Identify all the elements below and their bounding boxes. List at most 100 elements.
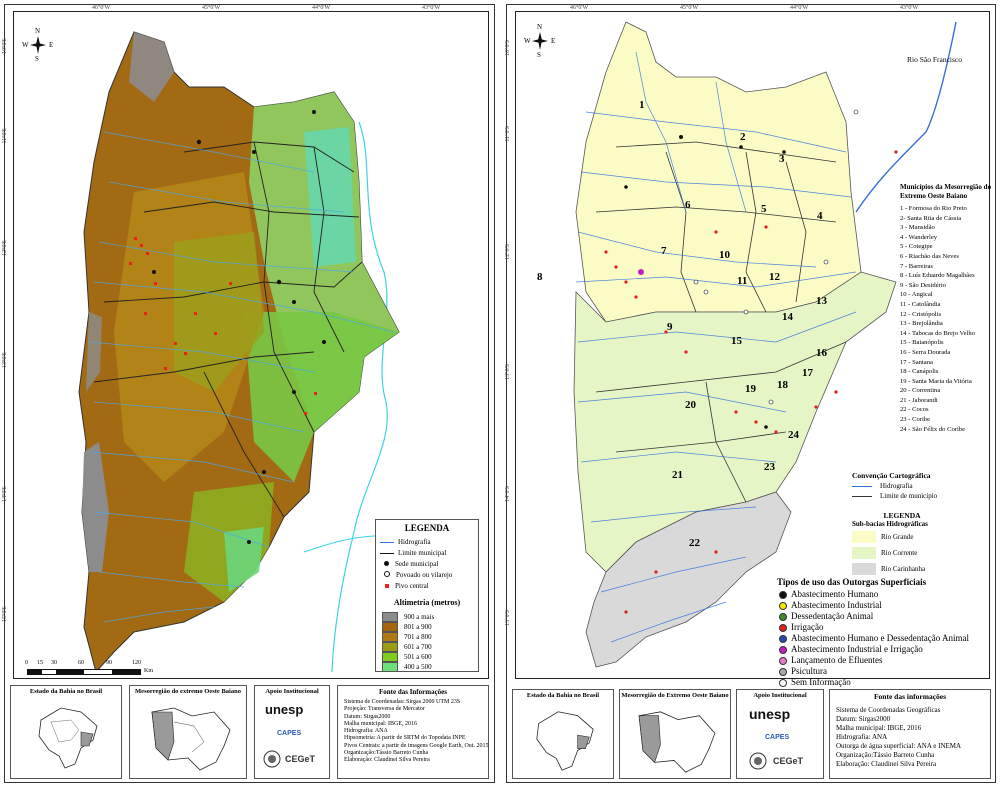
ceget-logo: CEGeT — [285, 754, 316, 764]
municipio-number: 4 — [817, 210, 823, 222]
uso-item: Dessedentação Animal — [791, 611, 874, 621]
municipio-number: 13 — [816, 295, 827, 307]
bahia-map-icon — [638, 711, 716, 773]
compass-icon — [532, 32, 548, 50]
brazil-map-icon — [38, 707, 98, 769]
top-tick: 45°0'W — [680, 5, 699, 11]
municipio-number: 15 — [731, 335, 742, 347]
usos-title: Tipos de uso das Outorgas Superficiais — [777, 577, 927, 587]
side-tick: 14°0'S — [2, 486, 8, 502]
legend-item-pivo: Pivo central — [380, 582, 429, 590]
top-tick: 43°0'W — [900, 5, 919, 11]
uso-marker — [779, 613, 787, 621]
brazil-map-icon — [536, 711, 594, 771]
municipio-number: 10 — [719, 249, 730, 261]
legend-item-hidrografia: Hidrografia — [380, 538, 431, 546]
municipio-number: 11 — [737, 275, 748, 287]
seal-icon — [263, 750, 281, 768]
municipio-number: 2 — [740, 131, 746, 143]
top-tick: 44°0'W — [790, 5, 809, 11]
uso-marker — [779, 657, 787, 665]
municipio-number: 21 — [672, 469, 683, 481]
subbacias-legend: LEGENDA Sub-bacias Hidrográficas — [852, 511, 928, 528]
alt-swatch — [382, 632, 398, 642]
compass-icon — [30, 36, 46, 54]
subbacia-item — [852, 563, 876, 575]
source-lines: Sistema de Coordenadas Geográficas Datum… — [836, 706, 962, 768]
alt-label: 501 a 600 — [404, 653, 432, 661]
municipio-number: 8 — [537, 271, 543, 283]
municipio-number: 3 — [779, 153, 785, 165]
legend-title: LEGENDA — [404, 523, 450, 533]
alt-label: 601 a 700 — [404, 643, 432, 651]
side-tick: 13°0'S — [505, 364, 511, 380]
source-lines: Sistema de Coordenadas: Sirgas 2000 UTM … — [344, 699, 489, 764]
side-tick: 10°0'S — [2, 38, 8, 54]
support-box: Apoio Institucional unesp CAPES CEGeT — [254, 685, 330, 779]
municipio-number: 12 — [769, 271, 780, 283]
scale-bar: 0 15 30 60 90 120 Km — [25, 660, 153, 675]
municipio-number: 24 — [788, 429, 799, 441]
alt-label: 400 a 500 — [404, 663, 432, 671]
alt-label: 900 a mais — [404, 613, 435, 621]
alt-swatch — [382, 642, 398, 652]
side-tick: 12°0'S — [2, 240, 8, 256]
outorgas-map — [573, 21, 957, 668]
top-tick: 43°0'W — [422, 5, 441, 11]
subbacia-item — [852, 531, 876, 543]
municipio-number: 6 — [685, 199, 691, 211]
uso-item: Sem Informação — [791, 677, 851, 687]
municipio-number: 7 — [661, 245, 667, 257]
side-tick: 11°0'S — [2, 128, 8, 144]
alt-swatch — [382, 662, 398, 672]
alt-swatch — [382, 652, 398, 662]
side-tick: 10°0'S — [505, 40, 511, 56]
uso-item: Abastecimento Industrial e Irrigação — [791, 644, 923, 654]
municipio-number: 19 — [745, 383, 756, 395]
municipio-number: 22 — [689, 537, 700, 549]
municipios-list: Municípios da Mesorregião do Extremo Oes… — [900, 183, 992, 433]
top-tick: 44°0'W — [312, 5, 331, 11]
north-arrow: N W E S — [22, 27, 54, 63]
convencao: Convenção Cartográfica Hidrografia Limit… — [852, 471, 938, 500]
uso-item: Abastecimento Humano — [791, 589, 879, 599]
left-legend: LEGENDA Hidrografia Limite municipal Sed… — [375, 519, 479, 672]
top-tick: 46°0'W — [92, 5, 111, 11]
alt-swatch — [382, 622, 398, 632]
uso-item: Lançamento de Efluentes — [791, 655, 883, 665]
right-map-panel: 46°0'W 45°0'W 44°0'W 43°0'W N W E S Rio … — [506, 4, 996, 783]
municipio-number: 20 — [685, 399, 696, 411]
municipio-number: 17 — [802, 367, 813, 379]
bahia-map-icon — [151, 707, 231, 771]
municipio-number: 1 — [639, 99, 645, 111]
uso-marker — [779, 646, 787, 654]
capes-logo: CAPES — [277, 730, 302, 737]
inset-meso: Mesorregião do Extremo Oeste Baiano — [619, 689, 731, 779]
source-box: Fonte das informações Sistema de Coorden… — [829, 689, 991, 779]
inset-brazil: Estado da Bahia no Brasil — [512, 689, 614, 779]
uso-marker — [779, 624, 787, 632]
capes-logo: CAPES — [765, 734, 790, 741]
river-label: Rio São Francisco — [907, 55, 962, 64]
seal-icon — [749, 752, 767, 770]
left-map-frame — [13, 11, 489, 679]
uso-item: Abastecimento Industrial — [791, 600, 882, 610]
side-tick: 12°0'S — [505, 244, 511, 260]
uso-marker — [779, 635, 787, 643]
alt-label: 701 a 800 — [404, 633, 432, 641]
unesp-logo: unesp — [265, 702, 304, 717]
uso-item: Psicultura — [791, 666, 827, 676]
top-tick: 46°0'W — [570, 5, 589, 11]
uso-marker — [779, 591, 787, 599]
municipio-number: 9 — [667, 321, 673, 333]
altimetry-map — [78, 31, 405, 674]
top-tick: 45°0'W — [202, 5, 221, 11]
support-box: Apoio Institucional unesp CAPES CEGeT — [736, 689, 824, 779]
uso-marker — [779, 679, 787, 687]
uso-item: Irrigação — [791, 622, 824, 632]
side-tick: 15°0'S — [505, 610, 511, 626]
municipios-title: Municípios da Mesorregião do Extremo Oes… — [900, 183, 992, 200]
side-tick: 15°0'S — [2, 606, 8, 622]
north-arrow: N W E S — [524, 23, 556, 59]
alt-label: 801 a 900 — [404, 623, 432, 631]
